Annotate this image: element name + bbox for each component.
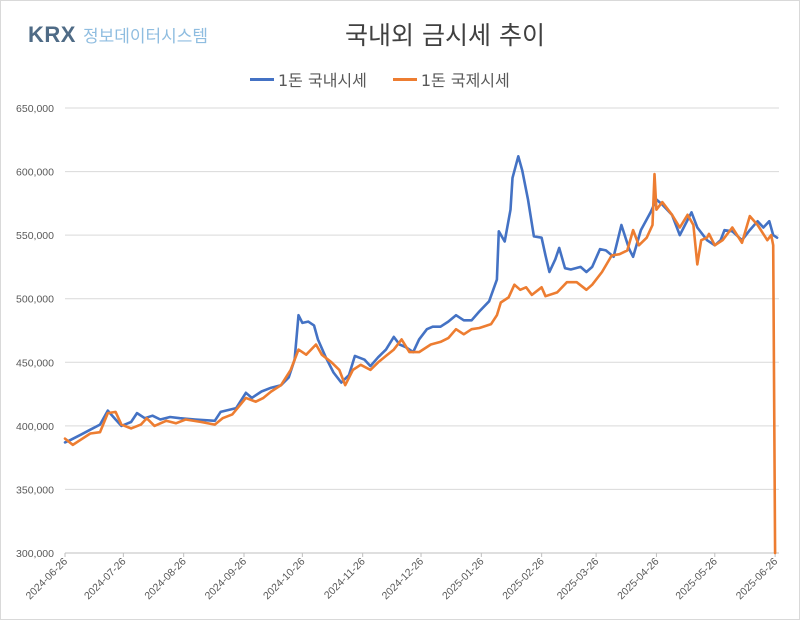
- y-tick-label: 600,000: [16, 167, 54, 179]
- y-tick-label: 650,000: [16, 103, 54, 115]
- legend-label-international: 1돈 국제시세: [420, 71, 510, 90]
- series-line-international: [63, 172, 777, 555]
- legend-swatch-domestic: [250, 77, 274, 81]
- series-line-domestic: [63, 155, 779, 444]
- x-tick-label: 2024-07-26: [82, 556, 129, 603]
- x-tick-label: 2024-06-26: [24, 556, 71, 603]
- y-tick-label: 550,000: [16, 230, 54, 242]
- x-tick-label: 2025-03-26: [555, 556, 602, 603]
- x-tick-label: 2024-08-26: [142, 556, 189, 603]
- x-tick-label: 2025-05-26: [673, 556, 720, 603]
- x-tick-label: 2024-12-26: [380, 556, 427, 603]
- y-tick-label: 300,000: [16, 548, 54, 560]
- logo-brand: KRX: [28, 22, 76, 47]
- legend-item-international: 1돈 국제시세: [392, 67, 510, 91]
- chart-title: 국내외 금시세 추이: [345, 21, 545, 50]
- x-tick-label: 2025-02-26: [500, 556, 547, 603]
- x-tick-label: 2025-01-26: [440, 556, 487, 603]
- x-tick-label: 2025-04-26: [615, 556, 662, 603]
- y-tick-label: 400,000: [16, 421, 54, 433]
- legend-swatch-international: [392, 77, 417, 81]
- legend: 1돈 국내시세 1돈 국제시세: [250, 67, 510, 91]
- x-tick-label: 2024-11-26: [322, 556, 368, 602]
- legend-item-domestic: 1돈 국내시세: [250, 67, 367, 91]
- y-tick-label: 500,000: [16, 294, 54, 306]
- y-tick-label: 350,000: [16, 484, 54, 496]
- logo-subtitle: 정보데이터시스템: [82, 27, 209, 47]
- y-tick-label: 450,000: [16, 357, 54, 369]
- krx-logo: KRX 정보데이터시스템: [28, 22, 208, 48]
- x-tick-label: 2024-09-26: [203, 556, 250, 603]
- x-tick-label: 2025-06-26: [734, 556, 781, 603]
- legend-label-domestic: 1돈 국내시세: [278, 71, 367, 90]
- x-tick-label: 2024-10-26: [261, 556, 308, 603]
